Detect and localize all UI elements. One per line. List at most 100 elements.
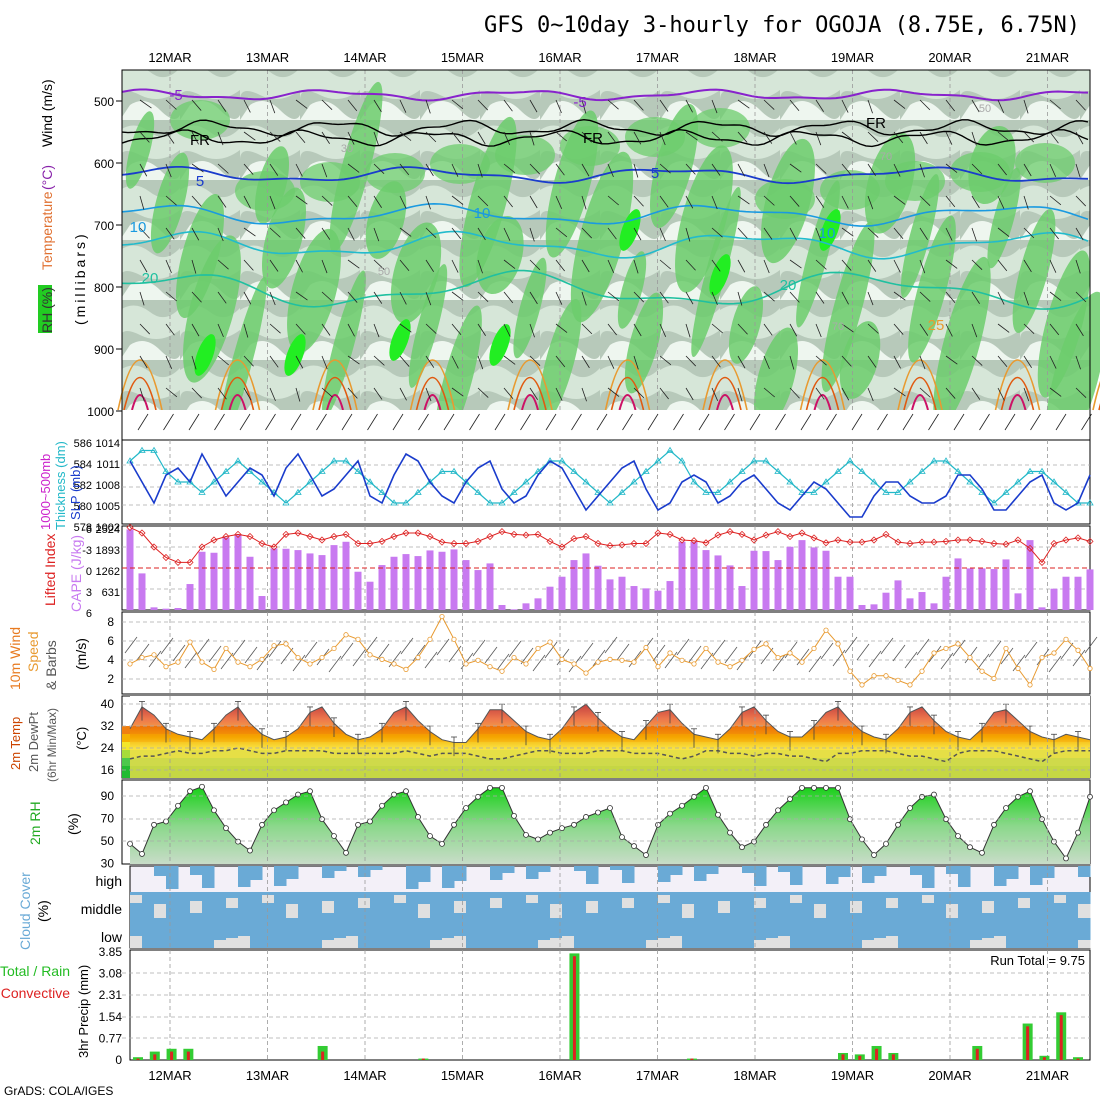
wind-speed-marker	[499, 668, 505, 674]
wind-barb	[191, 291, 202, 303]
wind-barb	[503, 195, 513, 208]
wind-speed-marker	[535, 645, 541, 652]
wind-speed-marker	[1003, 645, 1009, 652]
thickness-marker	[402, 499, 410, 506]
wind-speed-marker	[319, 654, 325, 661]
wind-speed-marker	[571, 661, 577, 667]
cloud-gap	[682, 904, 695, 918]
lifted-index-marker	[810, 534, 818, 542]
wind-barb	[191, 323, 200, 337]
date-label-bottom: 20MAR	[928, 1068, 971, 1083]
wind-barb	[919, 195, 931, 207]
cloud-gap	[550, 904, 563, 918]
cape-bar	[486, 563, 494, 610]
wind-barb	[919, 99, 931, 111]
rh-marker	[619, 834, 625, 841]
cape-bar	[426, 550, 434, 610]
rh-marker	[151, 821, 157, 828]
thickness-marker	[882, 488, 890, 495]
cloud-high-cell	[754, 866, 767, 886]
wind-barb-10m	[244, 646, 258, 664]
wind-barb	[321, 323, 331, 336]
wind-barb	[841, 163, 852, 175]
cloud-high-cell	[1042, 866, 1055, 878]
wind-barb	[893, 99, 906, 109]
temp-ticks: 40 32 24 16	[101, 697, 115, 777]
wind-barb	[1023, 387, 1030, 402]
cloud-gap	[538, 940, 551, 948]
wind-speed-marker	[619, 657, 625, 663]
cloud-high-cell	[406, 866, 419, 889]
rh-blob	[235, 171, 295, 211]
rh-bright-blob	[709, 254, 731, 296]
surface-barb	[928, 413, 939, 431]
pressure-level-label: 600	[94, 157, 114, 171]
surface-barb	[1004, 413, 1016, 431]
wind-barb	[503, 99, 513, 112]
cloud-row-middle: middle	[81, 901, 122, 917]
rh-marker	[379, 802, 385, 809]
cloud-gap	[358, 898, 371, 908]
cloud-mid-cell	[934, 892, 947, 948]
wind-barb	[269, 195, 276, 210]
wind-barb	[789, 227, 797, 241]
thickness-marker	[1038, 467, 1046, 474]
cloud-gap	[322, 940, 335, 948]
wind-speed-marker	[679, 657, 685, 663]
cloud-gap	[862, 940, 875, 948]
date-label-top: 12MAR	[148, 50, 191, 65]
wind-barb	[269, 227, 281, 238]
rh-blob	[885, 161, 945, 201]
cloud-mid-cell	[238, 892, 251, 948]
wind-barb-10m	[340, 642, 354, 660]
cloud-high-cell	[994, 866, 1007, 886]
wind-barb	[555, 291, 563, 305]
wind-barb	[529, 99, 538, 113]
wind-speed-marker	[235, 659, 241, 665]
thickness-marker	[126, 457, 134, 464]
thickness-marker	[798, 488, 806, 495]
wind-label-a: 10m Wind	[7, 627, 23, 690]
lifted-index-marker	[978, 537, 986, 545]
temperature-contour	[131, 394, 1027, 411]
wind-barb-10m	[1000, 647, 1014, 665]
cloud-high-cell	[454, 866, 467, 881]
wind-barb	[1023, 291, 1029, 306]
wind-speed-marker	[919, 668, 925, 674]
rh-blob	[476, 215, 524, 295]
cape-bar	[786, 546, 794, 610]
wind-speed-marker	[991, 675, 997, 682]
surface-barb	[800, 413, 812, 431]
cape-bar	[162, 608, 170, 610]
wind-barb	[1049, 227, 1059, 240]
wind-barb	[1023, 259, 1032, 273]
cape-bar	[906, 598, 914, 610]
wind-barb-10m	[304, 641, 318, 659]
rh-blob	[183, 235, 241, 383]
wind-barb	[893, 195, 906, 205]
wind-barb	[737, 323, 748, 335]
wind-speed-marker	[871, 673, 877, 679]
cloud-gap	[754, 940, 767, 948]
rh-marker	[679, 802, 685, 809]
rh-tick: 90	[101, 789, 115, 803]
wind-speed-marker	[979, 668, 985, 674]
thickness-marker	[762, 457, 770, 464]
cape-bar	[798, 540, 806, 610]
thickness-marker	[702, 488, 710, 495]
surface-barb	[979, 413, 990, 431]
thickness-marker	[666, 446, 674, 453]
cape-bar	[594, 565, 602, 610]
lifted-index-marker	[522, 531, 530, 539]
wind-speed-marker	[967, 654, 973, 661]
wind-barb	[139, 131, 150, 143]
rh-marker	[463, 805, 469, 811]
rh-marker	[451, 821, 457, 828]
cloud-gap	[418, 904, 431, 918]
lifted-index-marker	[234, 530, 242, 538]
cape-bar	[750, 550, 758, 610]
wind-barb	[711, 387, 719, 401]
wind-speed-marker	[187, 639, 193, 645]
wind-barb	[971, 227, 977, 242]
cape-bar	[474, 570, 482, 610]
